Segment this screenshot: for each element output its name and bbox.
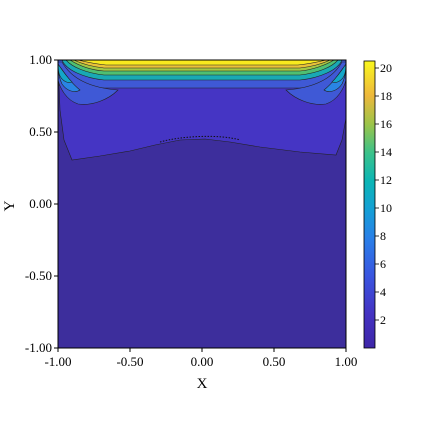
colorbar-tick-label: 10: [380, 201, 392, 215]
x-tick-label: -0.50: [116, 354, 143, 369]
plot-area: [58, 60, 346, 348]
colorbar-tick-label: 6: [380, 257, 386, 271]
x-tick-label: 0.00: [191, 354, 214, 369]
x-tick-label: -1.00: [44, 354, 71, 369]
colorbar: [363, 60, 376, 349]
x-axis: -1.00 -0.50 0.00 0.50 1.00: [44, 348, 357, 369]
y-tick-label: 0.00: [29, 196, 52, 211]
y-axis: -1.00 -0.50 0.00 0.50 1.00: [25, 52, 58, 355]
contour-dotted-edge: [159, 135, 241, 143]
y-tick-label: 0.50: [29, 124, 52, 139]
corner-right-level-a: [285, 61, 346, 105]
lid-level-yellow: [77, 60, 327, 66]
y-tick-label: -0.50: [25, 268, 52, 283]
colorbar-tick-label: 18: [380, 89, 392, 103]
x-axis-title: X: [197, 376, 208, 392]
x-tick-label: 1.00: [335, 354, 358, 369]
corner-left-level-a: [58, 61, 119, 105]
colorbar-tick-label: 12: [380, 173, 392, 187]
x-tick-label: 0.50: [263, 354, 286, 369]
y-tick-label: 1.00: [29, 52, 52, 67]
colorbar-tick-label: 8: [380, 229, 386, 243]
y-tick-label: -1.00: [25, 340, 52, 355]
colorbar-tick-label: 2: [380, 313, 386, 327]
colorbar-tick-label: 16: [380, 117, 392, 131]
colorbar-tick-label: 4: [380, 285, 386, 299]
colorbar-ticks: 2 4 6 8 10 12 14 16 18 20: [375, 61, 392, 327]
colorbar-tick-label: 14: [380, 145, 392, 159]
y-axis-title: Y: [2, 200, 18, 211]
colorbar-tick-label: 20: [380, 61, 392, 75]
